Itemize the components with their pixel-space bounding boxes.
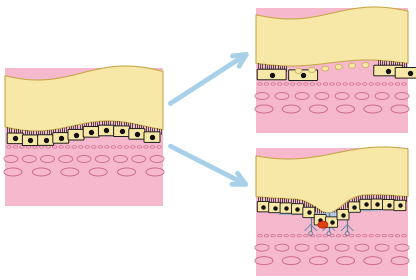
Ellipse shape	[318, 221, 328, 228]
FancyBboxPatch shape	[53, 133, 69, 143]
FancyBboxPatch shape	[99, 125, 114, 136]
FancyBboxPatch shape	[269, 202, 281, 213]
Ellipse shape	[322, 66, 329, 71]
FancyBboxPatch shape	[394, 200, 406, 211]
FancyBboxPatch shape	[258, 202, 269, 212]
FancyBboxPatch shape	[371, 199, 383, 209]
FancyBboxPatch shape	[337, 209, 349, 220]
FancyBboxPatch shape	[314, 214, 326, 225]
Polygon shape	[279, 209, 381, 225]
Polygon shape	[256, 8, 408, 133]
FancyBboxPatch shape	[303, 207, 315, 218]
FancyBboxPatch shape	[395, 67, 416, 78]
Ellipse shape	[335, 64, 342, 69]
FancyBboxPatch shape	[257, 69, 286, 80]
Ellipse shape	[295, 68, 302, 73]
FancyBboxPatch shape	[374, 65, 403, 76]
FancyBboxPatch shape	[383, 199, 394, 210]
Ellipse shape	[308, 67, 315, 73]
FancyBboxPatch shape	[292, 204, 303, 214]
Ellipse shape	[349, 63, 356, 68]
Polygon shape	[256, 7, 408, 66]
FancyBboxPatch shape	[114, 126, 130, 137]
Polygon shape	[5, 68, 163, 206]
FancyBboxPatch shape	[360, 199, 372, 210]
FancyBboxPatch shape	[37, 135, 54, 145]
FancyBboxPatch shape	[289, 70, 317, 80]
FancyBboxPatch shape	[129, 129, 145, 139]
FancyBboxPatch shape	[326, 217, 338, 227]
FancyBboxPatch shape	[348, 202, 360, 212]
Polygon shape	[5, 66, 163, 131]
Polygon shape	[256, 148, 408, 276]
Ellipse shape	[362, 62, 369, 67]
FancyBboxPatch shape	[83, 127, 99, 137]
FancyBboxPatch shape	[22, 135, 38, 146]
Polygon shape	[256, 147, 408, 213]
FancyBboxPatch shape	[280, 203, 292, 213]
FancyBboxPatch shape	[144, 132, 160, 143]
FancyBboxPatch shape	[7, 133, 23, 144]
FancyBboxPatch shape	[68, 129, 84, 140]
